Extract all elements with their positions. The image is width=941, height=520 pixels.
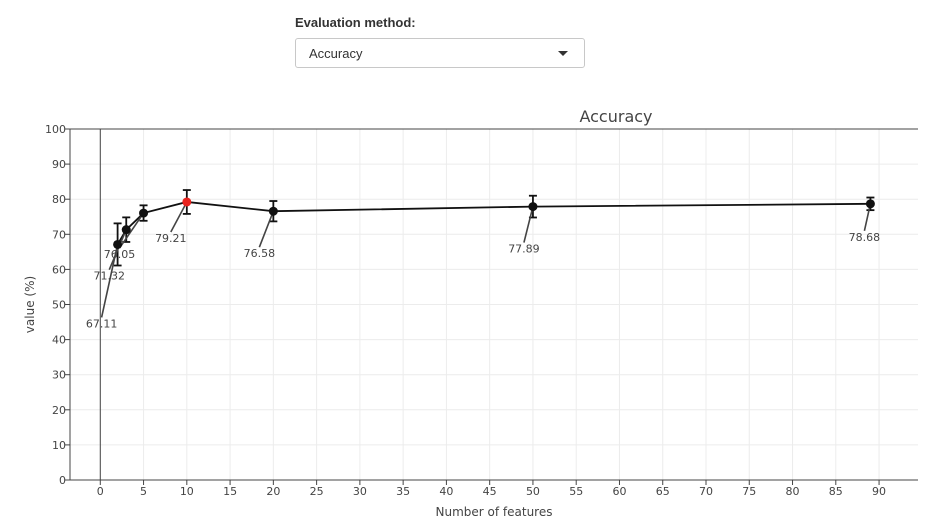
x-tick-label: 0 bbox=[97, 485, 104, 498]
x-tick-label: 50 bbox=[526, 485, 540, 498]
highlighted-point bbox=[182, 197, 192, 207]
y-tick-label: 0 bbox=[59, 474, 66, 487]
y-tick-label: 20 bbox=[52, 404, 66, 417]
annotation-arrow bbox=[108, 229, 127, 270]
x-tick-label: 25 bbox=[310, 485, 324, 498]
x-tick-label: 80 bbox=[786, 485, 800, 498]
data-label: 76.58 bbox=[244, 247, 276, 260]
x-tick-label: 10 bbox=[180, 485, 194, 498]
grid bbox=[70, 128, 918, 481]
chart-title: Accuracy bbox=[579, 107, 652, 126]
annotation-arrow bbox=[118, 212, 145, 249]
y-ticks: 0 10 20 30 40 50 60 70 80 90 100 bbox=[45, 123, 70, 487]
annotation-arrow bbox=[523, 206, 534, 243]
y-axis-title: value (%) bbox=[23, 276, 37, 333]
x-tick-label: 40 bbox=[439, 485, 453, 498]
x-tick-label: 90 bbox=[872, 485, 886, 498]
data-label: 67.11 bbox=[86, 317, 118, 330]
annotation-arrow bbox=[258, 210, 275, 248]
y-tick-label: 30 bbox=[52, 369, 66, 382]
x-tick-label: 65 bbox=[656, 485, 670, 498]
x-tick-label: 35 bbox=[396, 485, 410, 498]
y-tick-label: 10 bbox=[52, 439, 66, 452]
data-point bbox=[865, 199, 875, 209]
x-tick-label: 75 bbox=[742, 485, 756, 498]
x-tick-label: 85 bbox=[829, 485, 843, 498]
data-point bbox=[528, 202, 538, 212]
data-point bbox=[113, 239, 123, 249]
y-tick-label: 90 bbox=[52, 158, 66, 171]
series-layer: 67.11 71.32 76.05 79.21 76.58 77.89 78.68 bbox=[86, 189, 881, 330]
annotation-arrow bbox=[863, 203, 872, 232]
x-tick-label: 30 bbox=[353, 485, 367, 498]
y-tick-label: 100 bbox=[45, 123, 66, 136]
axes bbox=[69, 128, 918, 481]
data-label: 76.05 bbox=[104, 248, 136, 261]
x-tick-label: 20 bbox=[266, 485, 280, 498]
x-tick-label: 70 bbox=[699, 485, 713, 498]
data-label: 78.68 bbox=[849, 231, 881, 244]
annotation-arrow bbox=[170, 201, 188, 233]
evaluation-method-control: Evaluation method: Accuracy bbox=[295, 15, 585, 68]
evaluation-method-value: Accuracy bbox=[309, 46, 363, 61]
y-tick-label: 40 bbox=[52, 334, 66, 347]
data-point bbox=[139, 208, 149, 218]
x-tick-label: 5 bbox=[140, 485, 147, 498]
evaluation-method-label: Evaluation method: bbox=[295, 15, 416, 30]
x-tick-label: 15 bbox=[223, 485, 237, 498]
data-label: 79.21 bbox=[155, 232, 187, 245]
data-point bbox=[121, 225, 131, 235]
x-ticks: 0 5 10 15 20 25 30 35 40 45 50 55 60 65 70 75 80 85 90 bbox=[97, 480, 886, 498]
data-label: 71.32 bbox=[93, 270, 125, 283]
caret-down-icon bbox=[558, 51, 568, 56]
x-tick-label: 55 bbox=[569, 485, 583, 498]
evaluation-method-select[interactable]: Accuracy bbox=[295, 38, 585, 68]
x-tick-label: 60 bbox=[612, 485, 626, 498]
data-point bbox=[268, 206, 278, 216]
y-tick-label: 70 bbox=[52, 228, 66, 241]
x-tick-label: 45 bbox=[483, 485, 497, 498]
y-tick-label: 50 bbox=[52, 299, 66, 312]
data-label: 77.89 bbox=[508, 243, 540, 256]
y-tick-label: 60 bbox=[52, 263, 66, 276]
y-tick-label: 80 bbox=[52, 193, 66, 206]
x-axis-title: Number of features bbox=[436, 505, 553, 519]
